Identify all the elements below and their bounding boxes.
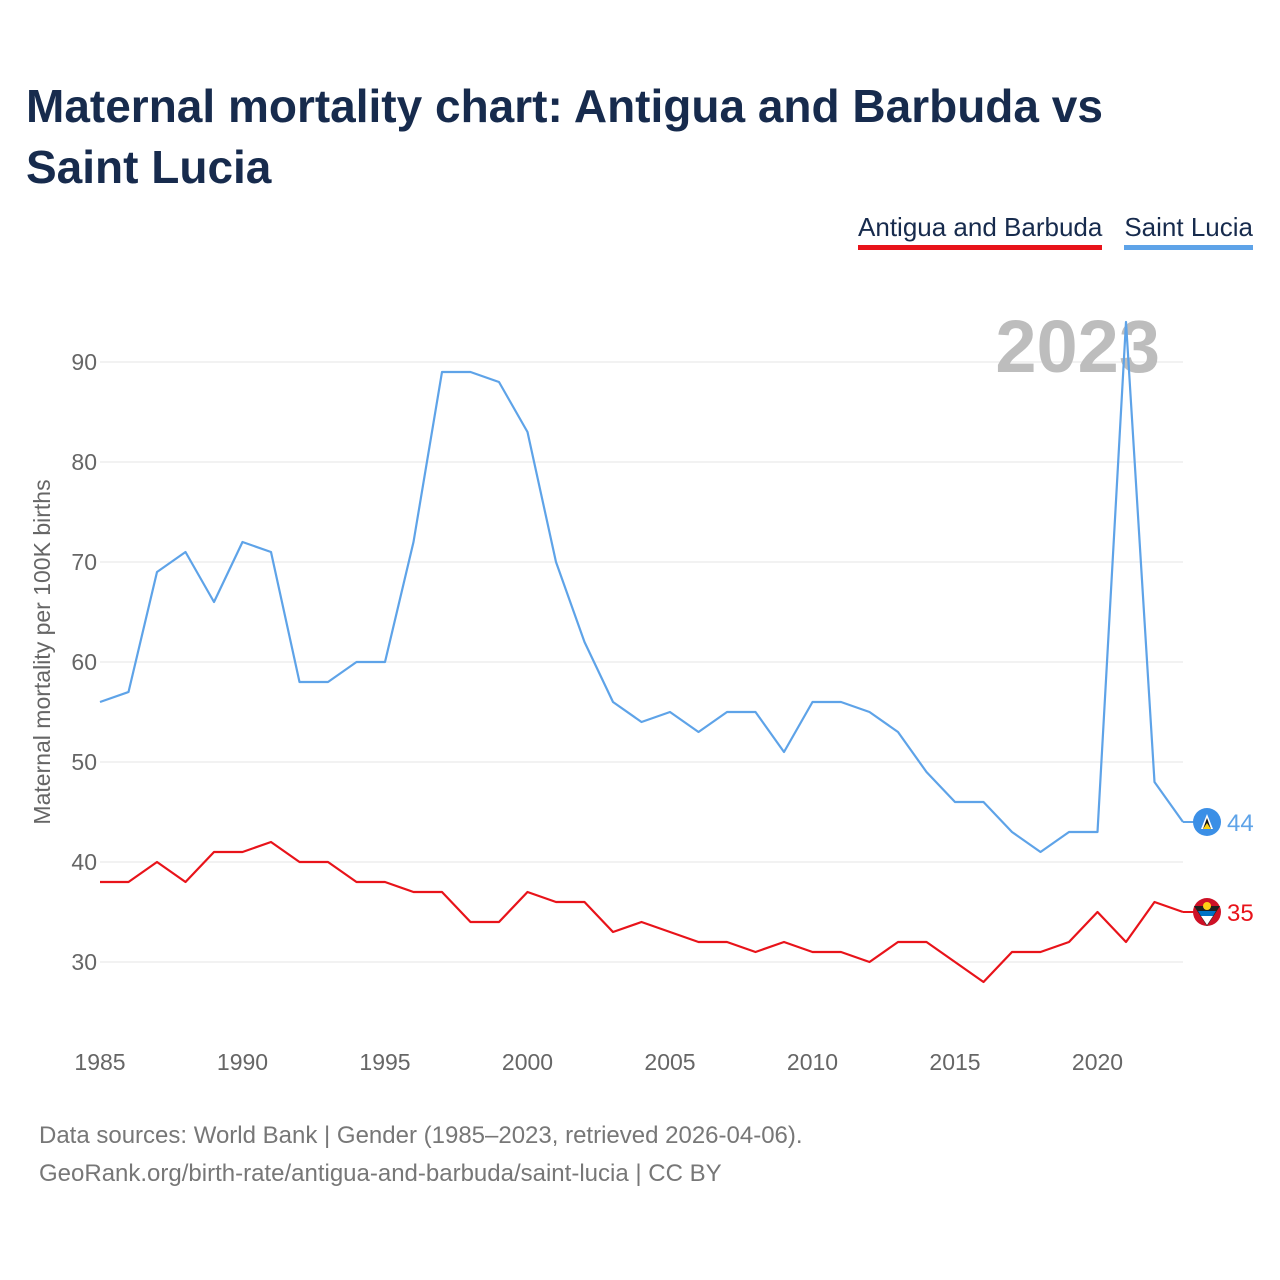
y-axis-ticks: 30 40 50 60 70 80 90 [71, 349, 97, 975]
y-tick-label: 40 [71, 849, 97, 875]
y-axis-label: Maternal mortality per 100K births [29, 479, 55, 824]
x-tick-label: 2020 [1072, 1049, 1123, 1075]
x-tick-label: 1990 [217, 1049, 268, 1075]
legend-item-saint-lucia[interactable]: Saint Lucia [1124, 212, 1253, 250]
x-tick-label: 2015 [929, 1049, 980, 1075]
y-tick-label: 30 [71, 949, 97, 975]
x-tick-label: 2000 [502, 1049, 553, 1075]
chart-title: Maternal mortality chart: Antigua and Ba… [26, 80, 1103, 193]
legend: Antigua and Barbuda Saint Lucia [858, 212, 1253, 250]
y-tick-label: 60 [71, 649, 97, 675]
legend-item-antigua-and-barbuda[interactable]: Antigua and Barbuda [858, 212, 1103, 250]
x-tick-label: 1995 [359, 1049, 410, 1075]
source-line-2[interactable]: GeoRank.org/birth-rate/antigua-and-barbu… [39, 1160, 722, 1187]
y-tick-label: 50 [71, 749, 97, 775]
x-tick-label: 2005 [644, 1049, 695, 1075]
flag-sun [1203, 902, 1211, 910]
year-watermark: 2023 [995, 305, 1160, 388]
flag-white-band [1201, 916, 1213, 925]
end-value-label-saint-lucia: 44 [1227, 810, 1254, 837]
series-line-antigua-and-barbuda[interactable] [100, 840, 1184, 984]
source-note: Data sources: World Bank | Gender (1985–… [39, 1117, 803, 1193]
x-tick-label: 1985 [74, 1049, 125, 1075]
x-tick-label: 2010 [787, 1049, 838, 1075]
series-line-saint-lucia[interactable] [99, 320, 1184, 854]
flag-blue-band [1198, 911, 1216, 916]
x-axis-ticks: 1985 1990 1995 2000 2005 2010 2015 2020 [74, 1049, 1123, 1075]
flag-triangle-gold [1203, 823, 1211, 829]
y-tick-label: 80 [71, 449, 97, 475]
end-markers: 44 35 [1183, 808, 1254, 927]
end-value-label-antigua-and-barbuda: 35 [1227, 900, 1254, 927]
source-line-1: Data sources: World Bank | Gender (1985–… [39, 1122, 803, 1149]
gridlines [100, 361, 1183, 963]
y-tick-label: 70 [71, 549, 97, 575]
series-lines [99, 320, 1184, 984]
y-tick-label: 90 [71, 349, 97, 375]
